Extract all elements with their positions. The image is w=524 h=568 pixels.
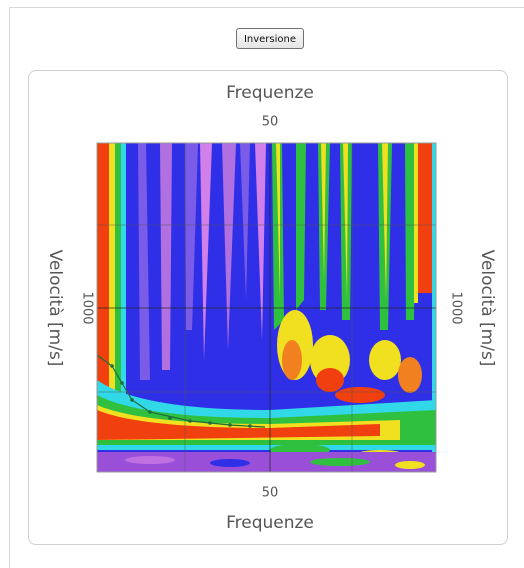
plot-frame — [96, 142, 437, 473]
spectrogram — [97, 143, 436, 472]
window — [9, 7, 524, 568]
y-axis-title-left: Velocità [m/s] — [45, 250, 65, 367]
y-tick-right: 1000 — [449, 291, 464, 324]
x-tick-top: 50 — [262, 115, 279, 130]
x-axis-title-bottom: Frequenze — [226, 513, 314, 533]
grid — [97, 143, 436, 472]
x-tick-bottom: 50 — [262, 486, 279, 501]
plot-panel — [28, 70, 508, 545]
x-axis-title-top: Frequenze — [226, 83, 314, 103]
grid-major — [97, 143, 436, 472]
inversione-button[interactable]: Inversione — [236, 28, 304, 49]
y-axis-title-right: Velocità [m/s] — [477, 250, 497, 367]
y-tick-left: 1000 — [80, 291, 95, 324]
